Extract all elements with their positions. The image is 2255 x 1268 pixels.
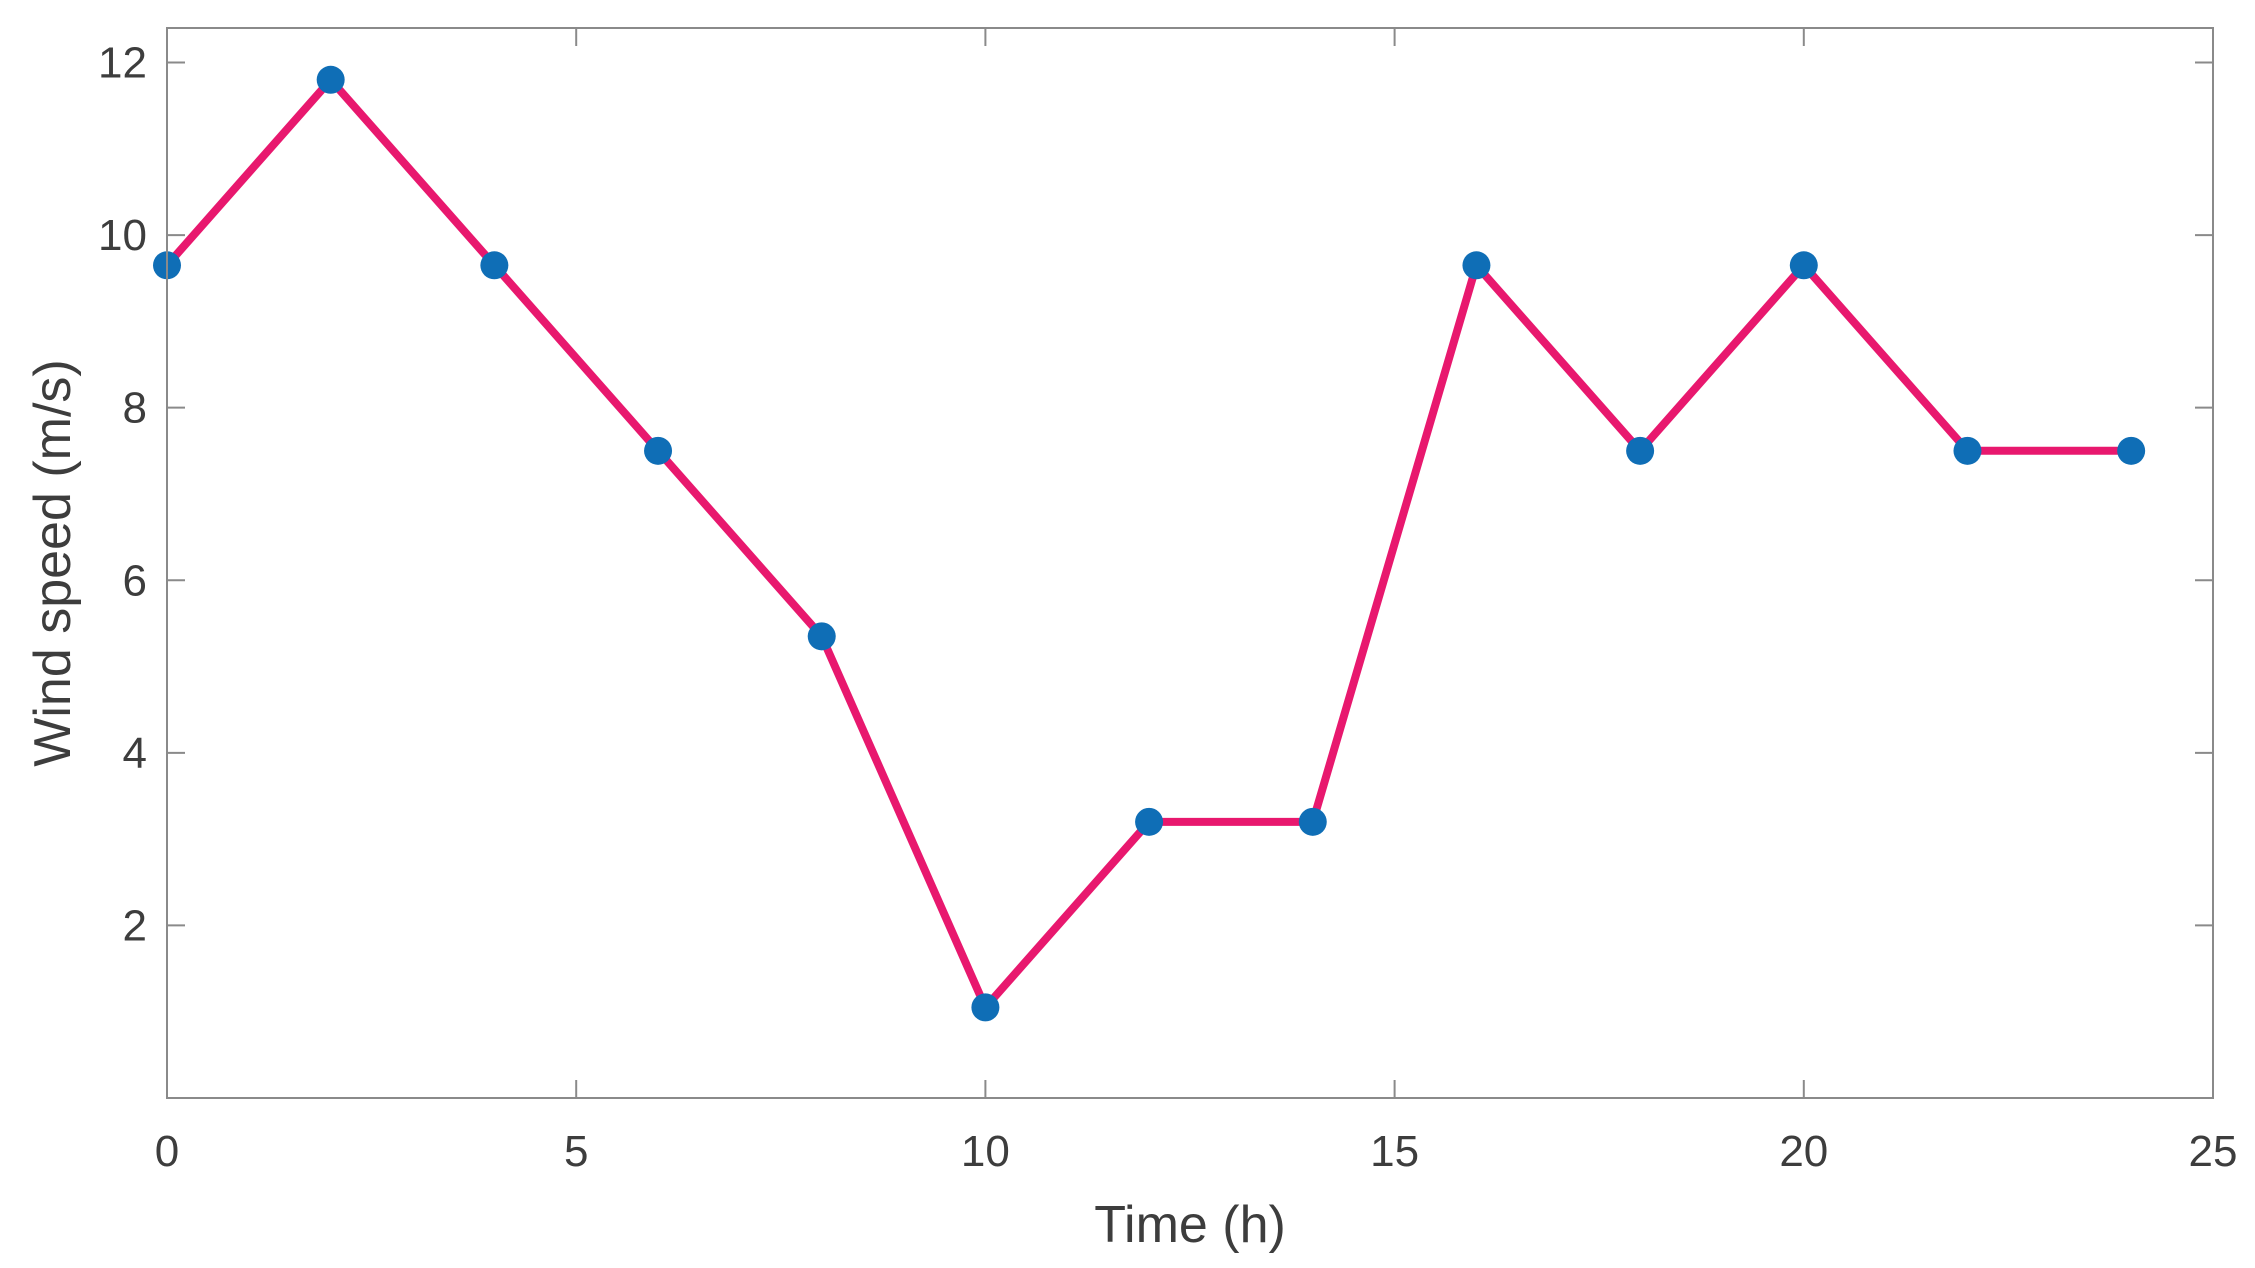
y-tick-label: 12 (98, 39, 147, 88)
data-point-marker (1626, 436, 1655, 465)
y-tick-label: 6 (123, 556, 147, 605)
y-tick-label: 10 (98, 211, 147, 260)
data-point-marker (971, 993, 1000, 1022)
x-tick-label: 10 (961, 1127, 1010, 1176)
data-point-marker (644, 436, 673, 465)
data-point-marker (1135, 807, 1164, 836)
x-tick-label: 15 (1370, 1127, 1419, 1176)
x-axis-title: Time (h) (1094, 1196, 1286, 1254)
data-point-marker (316, 65, 345, 94)
x-tick-label: 0 (155, 1127, 179, 1176)
data-point-marker (1789, 251, 1818, 280)
x-tick-labels: 0 5 10 15 20 25 (155, 1127, 2238, 1176)
x-tick-label: 20 (1779, 1127, 1828, 1176)
y-tick-label: 4 (123, 729, 147, 778)
y-tick-label: 8 (123, 384, 147, 433)
data-point-marker (807, 622, 836, 651)
y-tick-labels: 2 4 6 8 10 12 (98, 39, 147, 951)
data-point-marker (1298, 807, 1327, 836)
data-point-marker (480, 251, 509, 280)
x-tick-label: 5 (564, 1127, 588, 1176)
x-tick-label: 25 (2189, 1127, 2238, 1176)
y-axis-title: Wind speed (m/s) (24, 359, 82, 766)
y-tick-label: 2 (123, 901, 147, 950)
data-point-marker (2117, 436, 2146, 465)
data-point-marker (1953, 436, 1982, 465)
plot-area-frame (166, 27, 2214, 1099)
series-markers (153, 65, 2146, 1022)
data-point-marker (1462, 251, 1491, 280)
